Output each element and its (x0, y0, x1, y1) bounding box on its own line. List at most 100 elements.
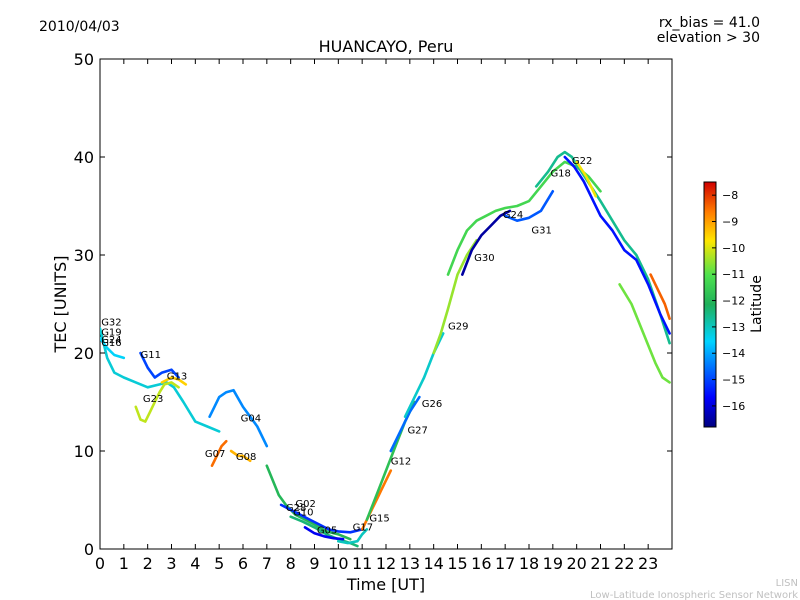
series-line-g30 (460, 209, 512, 276)
colorbar-label: Latitude (749, 275, 765, 333)
annotation-g31: G31 (531, 225, 551, 236)
footer-acronym: LISN (776, 578, 798, 589)
annotation-g28: G28 (286, 503, 306, 514)
annotation-g24: G24 (101, 335, 121, 346)
series-line-unlabeled-25 (575, 160, 598, 198)
x-tick-label: 4 (190, 554, 200, 573)
annotation-g19: G19 (101, 327, 121, 338)
x-tick-label: 8 (286, 554, 296, 573)
series-line-g32 (100, 327, 221, 433)
series-line-g13 (160, 376, 188, 386)
x-axis-label: Time [UT] (346, 575, 425, 594)
series-line-g07 (210, 439, 228, 468)
colorbar-tick-label: −11 (722, 268, 745, 281)
colorbar (703, 181, 717, 428)
rx-bias-label: rx_bias = 41.0 (659, 15, 760, 31)
annotation-g16: G16 (101, 338, 121, 349)
x-tick-label: 15 (447, 554, 467, 573)
series-line-g08 (229, 449, 252, 463)
annotation-g26: G26 (422, 399, 442, 410)
x-tick-label: 22 (614, 554, 634, 573)
x-tick-label: 9 (309, 554, 319, 573)
colorbar-tick-label: −16 (722, 400, 745, 413)
annotation-g15: G15 (369, 514, 389, 525)
annotation-g13: G13 (167, 371, 187, 382)
footer-network: Low-Latitude Ionospheric Sensor Network (590, 590, 798, 600)
annotation-g12: G12 (391, 457, 411, 468)
plot-area (99, 58, 673, 550)
annotation-g10: G10 (293, 508, 313, 519)
series-line-g22 (563, 155, 671, 335)
colorbar-tick-label: −13 (722, 321, 745, 334)
colorbar-tick-label: −15 (722, 374, 745, 387)
x-tick-label: 10 (328, 554, 348, 573)
annotation-g11: G11 (141, 350, 161, 361)
x-tick-label: 18 (519, 554, 539, 573)
colorbar-tick-label: −12 (722, 295, 745, 308)
annotation-g27: G27 (407, 425, 427, 436)
x-tick-label: 16 (471, 554, 491, 573)
y-tick-label: 10 (74, 442, 94, 461)
annotation-g24: G24 (503, 210, 523, 221)
colorbar-tick-label: −9 (722, 216, 738, 229)
colorbar-tick-label: −14 (722, 347, 745, 360)
x-tick-label: 2 (143, 554, 153, 573)
x-tick-label: 7 (262, 554, 272, 573)
date-label: 2010/04/03 (39, 19, 120, 35)
annotation-g32: G32 (101, 318, 121, 329)
x-tick-label: 14 (423, 554, 443, 573)
colorbar-ticks: −8 −9 −10 −11 −12 −13 −14 −15 −16 (712, 189, 745, 413)
annotation-g30: G30 (474, 253, 494, 264)
x-tick-label: 5 (214, 554, 224, 573)
x-tick-label: 11 (352, 554, 372, 573)
x-tick-label: 6 (238, 554, 248, 573)
x-tick-label: 12 (376, 554, 396, 573)
y-tick-label: 40 (74, 148, 94, 167)
annotation-g05: G05 (317, 525, 337, 536)
y-tick-label: 50 (74, 50, 94, 69)
series-line-unlabeled-23 (618, 283, 671, 384)
annotation-g04: G04 (241, 414, 261, 425)
colorbar-tick-label: −10 (722, 242, 745, 255)
series-line-g29 (432, 239, 478, 355)
y-tick-label: 20 (74, 344, 94, 363)
series-line-g31 (503, 190, 555, 222)
x-axis-ticks: 0 1 2 3 4 5 6 7 8 9 10 11 12 13 14 15 16 17 18 19 20 21 22 23 (95, 59, 658, 573)
y-tick-label: 30 (74, 246, 94, 265)
series-line-unlabeled-24 (649, 273, 671, 321)
x-tick-label: 21 (590, 554, 610, 573)
x-tick-label: 19 (543, 554, 563, 573)
annotation-g17: G17 (353, 522, 373, 533)
y-axis-label: TEC [UNITS] (51, 256, 70, 354)
series-line-g27 (389, 395, 421, 453)
series-line-g23 (134, 381, 180, 423)
x-tick-label: 3 (166, 554, 176, 573)
x-tick-label: 0 (95, 554, 105, 573)
x-tick-label: 20 (566, 554, 586, 573)
series-line-g19 (100, 336, 126, 360)
x-tick-label: 1 (119, 554, 129, 573)
annotation-g18: G18 (550, 169, 570, 180)
x-tick-label: 13 (400, 554, 420, 573)
y-axis-ticks: 0 10 20 30 40 50 (74, 50, 672, 559)
annotation-g29: G29 (448, 321, 468, 332)
x-tick-label: 23 (638, 554, 658, 573)
annotation-g08: G08 (236, 452, 256, 463)
annotation-g23: G23 (143, 394, 163, 405)
series-line-g04 (208, 388, 269, 448)
series-line-g28 (265, 464, 352, 541)
colorbar-tick-label: −8 (722, 189, 738, 202)
annotation-g22: G22 (572, 156, 592, 167)
elevation-label: elevation > 30 (657, 30, 760, 46)
series-line-g11 (139, 351, 180, 379)
annotation-g07: G07 (205, 449, 225, 460)
series-line-g17 (336, 528, 369, 545)
series-line-g02 (279, 503, 364, 534)
series-layer (100, 150, 671, 548)
series-line-g05 (303, 526, 345, 541)
annotation-g02: G02 (295, 499, 315, 510)
x-tick-label: 17 (495, 554, 515, 573)
